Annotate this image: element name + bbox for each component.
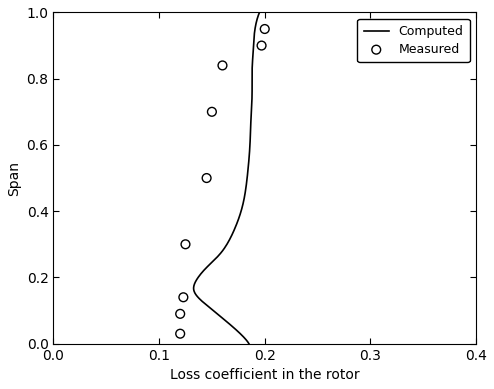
Line: Computed: Computed — [194, 12, 259, 343]
Computed — [247, 152, 252, 157]
Measured — [176, 331, 184, 337]
Measured — [176, 311, 184, 317]
Measured — [181, 241, 189, 247]
Computed — [251, 30, 257, 35]
Measured — [218, 62, 226, 68]
Legend: Computed, Measured: Computed, Measured — [358, 19, 470, 62]
Computed — [256, 10, 262, 15]
Measured — [261, 26, 269, 32]
Computed — [246, 341, 251, 346]
Computed — [246, 161, 251, 165]
Computed — [250, 50, 256, 54]
Measured — [203, 175, 210, 181]
Computed — [246, 162, 251, 167]
Y-axis label: Span: Span — [7, 161, 21, 196]
Measured — [179, 294, 187, 300]
X-axis label: Loss coefficient in the rotor: Loss coefficient in the rotor — [170, 368, 360, 382]
Computed — [246, 341, 252, 346]
Measured — [257, 42, 265, 49]
Measured — [208, 109, 216, 115]
